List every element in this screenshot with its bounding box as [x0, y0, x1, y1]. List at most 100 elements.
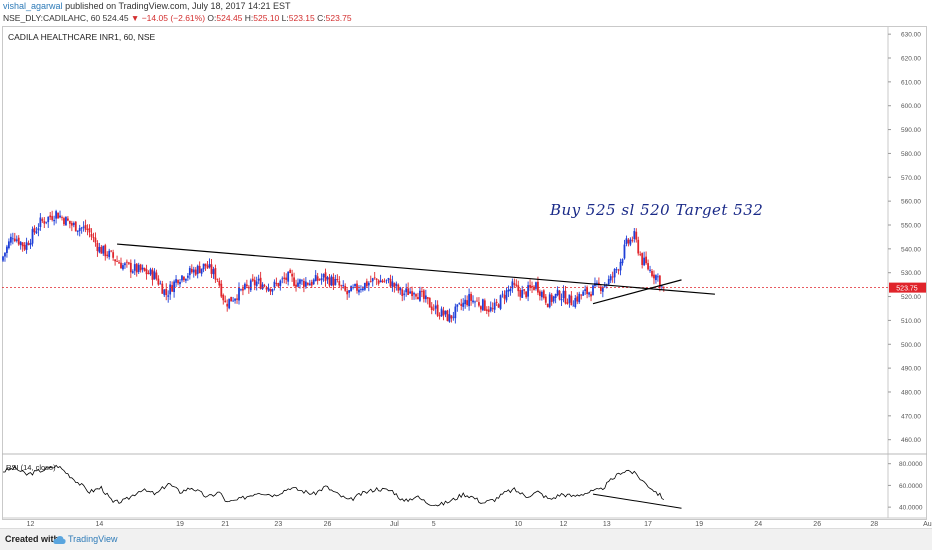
candle-body: [76, 230, 79, 232]
candle-body: [100, 246, 103, 254]
candle-body: [196, 265, 199, 275]
candle-body: [285, 277, 288, 280]
candle-body: [304, 281, 307, 287]
candle-body: [4, 252, 6, 257]
candle-body: [470, 293, 472, 301]
candle-body: [33, 227, 36, 233]
candle-body: [240, 289, 242, 291]
candle-body: [478, 302, 480, 306]
candle-body: [236, 298, 238, 300]
candle-body: [487, 309, 490, 313]
candle-body: [277, 283, 280, 287]
candle-body: [297, 282, 299, 287]
candle-body: [464, 299, 467, 305]
candle-body: [586, 287, 588, 295]
candle-body: [135, 263, 138, 273]
candle-body: [641, 253, 644, 265]
candle-body: [356, 283, 358, 291]
candle-body: [129, 262, 132, 273]
open-label: O:: [207, 13, 217, 23]
candle-body: [263, 285, 266, 287]
author-link[interactable]: vishal_agarwal: [3, 1, 63, 11]
candle-body: [13, 238, 16, 242]
candle-body: [332, 277, 335, 286]
time-tick-label: 12: [560, 521, 568, 528]
published-text: published on TradingView.com, July 18, 2…: [65, 1, 291, 11]
candle-body: [255, 281, 258, 287]
candle-body: [421, 291, 423, 293]
candle-body: [434, 305, 437, 309]
candle-body: [558, 290, 561, 300]
open-value: 524.45: [216, 13, 243, 23]
candle-body: [175, 279, 177, 283]
candle-body: [363, 282, 366, 290]
candle-body: [611, 276, 614, 278]
price-tick-label: 530.00: [901, 270, 921, 277]
axes-layer: 460.00 470.00 480.00 490.00 500.00 510.00 520.…: [2, 27, 932, 528]
candle-body: [651, 270, 653, 277]
candle-body: [149, 269, 152, 275]
candle-body: [405, 288, 408, 293]
candle-body: [424, 295, 427, 300]
candle-body: [322, 273, 325, 278]
candle-body: [375, 278, 378, 280]
candle-body: [226, 303, 229, 307]
candle-body: [369, 281, 372, 282]
trade-annotation: Buy 525 sl 520 Target 532: [549, 201, 763, 219]
time-tick-label: 21: [221, 521, 229, 528]
candle-body: [601, 287, 604, 292]
candle-body: [59, 215, 61, 218]
candle-body: [367, 282, 370, 286]
candle-body: [625, 238, 628, 245]
candle-body: [261, 284, 264, 290]
candle-body: [114, 259, 116, 262]
candle-body: [499, 295, 502, 309]
candle-body: [623, 244, 626, 259]
candle-body: [84, 224, 87, 230]
candle-body: [301, 280, 303, 282]
candle-body: [344, 286, 347, 291]
candle-body: [481, 299, 484, 311]
low-value: 523.15: [288, 13, 315, 23]
candle-body: [78, 228, 81, 231]
candle-body: [645, 256, 647, 264]
candle-body: [342, 285, 345, 287]
candle-body: [401, 289, 404, 296]
candle-body: [379, 280, 382, 283]
candle-body: [212, 269, 215, 275]
candle-body: [190, 268, 193, 273]
candle-body: [572, 305, 575, 307]
candle-body: [165, 288, 168, 295]
tradingview-cloud-icon: [53, 536, 66, 544]
candle-body: [316, 276, 319, 281]
candle-body: [63, 218, 65, 225]
price-tick-label: 500.00: [901, 342, 921, 349]
candle-body: [25, 242, 28, 250]
candle-body: [169, 284, 172, 295]
candle-body: [346, 291, 349, 295]
candle-body: [588, 292, 590, 295]
candle-body: [381, 280, 384, 283]
candle-body: [120, 262, 122, 269]
candle-body: [592, 285, 594, 296]
price-tick-label: 540.00: [901, 246, 921, 253]
candle-body: [155, 272, 158, 279]
candle-body: [177, 280, 179, 284]
candle-body: [501, 293, 504, 295]
candle-body: [334, 279, 337, 285]
tradingview-logo-text[interactable]: TradingView: [68, 534, 118, 544]
candle-body: [580, 294, 583, 296]
candle-body: [9, 236, 12, 243]
candle-body: [183, 276, 185, 281]
candle-body: [104, 245, 107, 257]
candle-body: [539, 291, 541, 296]
candle-body: [90, 233, 93, 237]
candle-body: [143, 268, 146, 271]
candles-layer: [2, 209, 665, 324]
candle-body: [444, 310, 447, 315]
candle-body: [244, 283, 246, 290]
time-tick-label: 5: [432, 521, 436, 528]
candle-body: [426, 297, 429, 299]
candle-body: [228, 298, 231, 309]
